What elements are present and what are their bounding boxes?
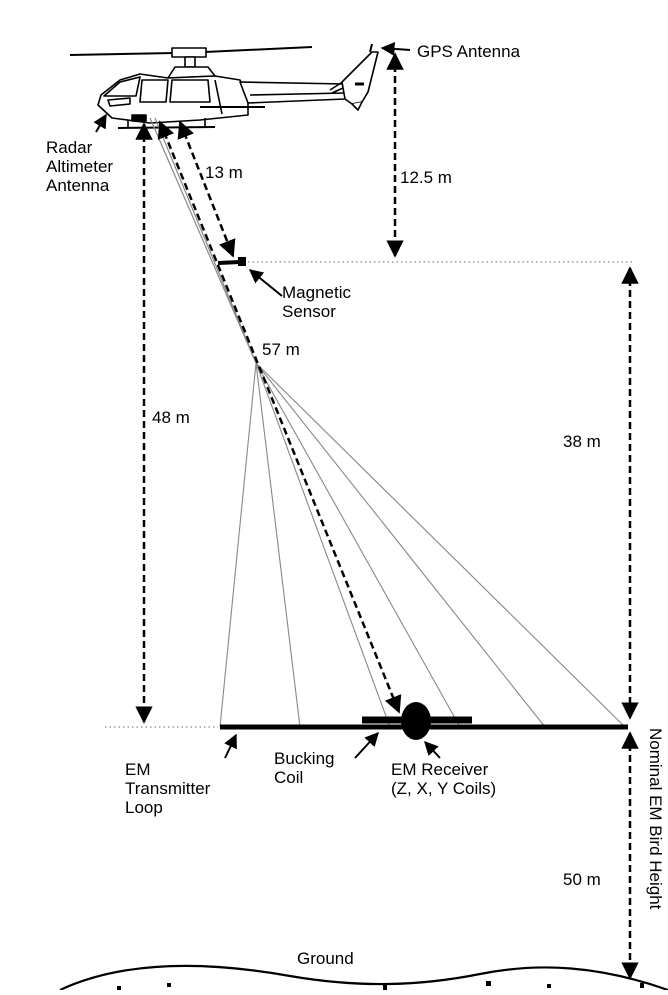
ground-dots: [117, 981, 644, 990]
ground-label: Ground: [297, 949, 354, 968]
distance-48m-label: 48 m: [152, 408, 190, 427]
bucking-coil-label: Bucking Coil: [274, 749, 335, 787]
nominal-height-label: Nominal EM Bird Height: [646, 728, 665, 910]
distance-13m-label: 13 m: [205, 163, 243, 182]
ground-line: [59, 964, 668, 992]
tow-cable-line: [154, 117, 257, 364]
em-transmitter-label: EM Transmitter Loop: [125, 760, 211, 817]
distance-38m-label: 38 m: [563, 432, 601, 451]
distance-57m-label: 57 m: [262, 340, 300, 359]
radar-altimeter-label: Radar Altimeter Antenna: [46, 138, 114, 195]
gps-antenna-label: GPS Antenna: [417, 42, 521, 61]
distance-12-5m-label: 12.5 m: [400, 168, 452, 187]
em-receiver-icon: [401, 702, 431, 740]
magnetic-sensor-label: Magnetic Sensor: [282, 283, 351, 321]
magnetic-sensor-icon: [217, 257, 246, 266]
tow-cable-line: [149, 117, 257, 364]
distance-50m-label: 50 m: [563, 870, 601, 889]
helicopter: [69, 43, 379, 129]
em-receiver-label: EM Receiver (Z, X, Y Coils): [391, 760, 497, 798]
